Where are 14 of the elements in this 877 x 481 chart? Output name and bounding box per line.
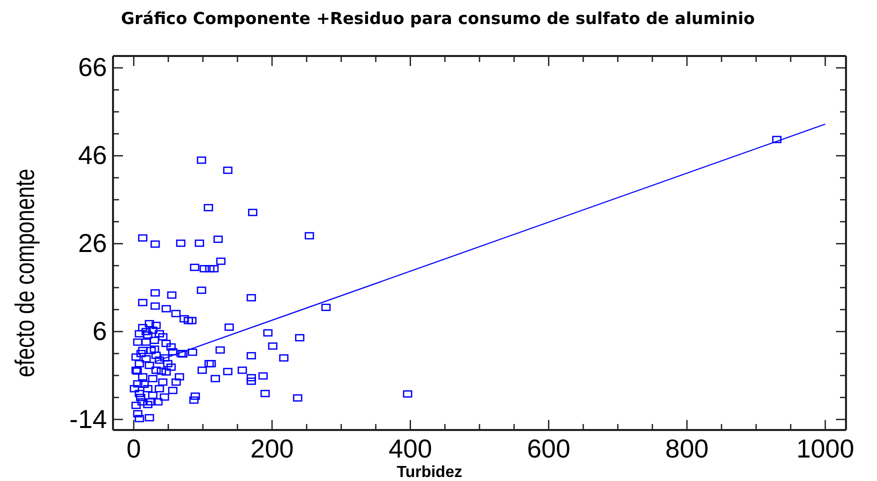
x-tick-label: 0: [126, 434, 141, 464]
y-tick-label: 26: [78, 228, 107, 258]
y-tick-label: 66: [78, 52, 107, 82]
x-tick-label: 800: [665, 434, 709, 464]
x-axis-title: Turbidez: [396, 464, 462, 481]
x-tick-label: 200: [250, 434, 294, 464]
chart-title: Gráfico Componente +Residuo para consumo de sulfato de aluminio: [121, 9, 755, 28]
y-axis-title: efecto de componente: [10, 168, 41, 378]
y-tick-label: 46: [78, 140, 107, 170]
x-tick-label: 400: [388, 434, 432, 464]
y-tick-label: -14: [69, 404, 107, 434]
y-tick-label: 6: [92, 316, 107, 346]
x-tick-label: 1000: [796, 434, 854, 464]
x-tick-label: 600: [526, 434, 570, 464]
